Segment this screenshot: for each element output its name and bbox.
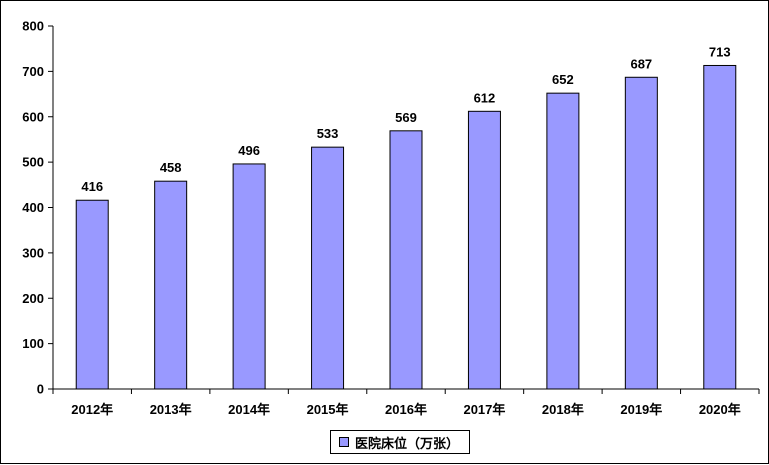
chart-axes: 0 100 200 300 400 500 600 700 800 2012年 2013年 2014年… (22, 19, 760, 417)
bar (624, 76, 658, 390)
data-label: 496 (238, 143, 260, 158)
y-tick-label: 300 (22, 245, 44, 260)
data-label: 713 (709, 44, 731, 59)
bar-series (75, 64, 737, 390)
data-label: 416 (81, 179, 103, 194)
data-label: 652 (552, 72, 574, 87)
data-label: 533 (317, 126, 339, 141)
x-tick-label: 2012年 (71, 402, 113, 417)
y-tick-label: 400 (22, 200, 44, 215)
data-label: 458 (160, 160, 182, 175)
bar (75, 199, 109, 390)
data-label: 569 (395, 110, 417, 125)
y-tick-label: 100 (22, 336, 44, 351)
bar (154, 180, 188, 390)
data-label: 612 (474, 90, 496, 105)
y-tick-label: 200 (22, 291, 44, 306)
bar (546, 92, 580, 390)
x-tick-label: 2017年 (463, 402, 505, 417)
x-tick-label: 2018年 (542, 402, 584, 417)
bar (311, 146, 345, 390)
x-tick-label: 2016年 (385, 402, 427, 417)
x-tick-label: 2019年 (620, 402, 662, 417)
y-tick-label: 0 (37, 382, 44, 397)
y-tick-label: 700 (22, 64, 44, 79)
data-label: 687 (630, 56, 652, 71)
legend-swatch (339, 437, 349, 447)
legend-label: 医院床位（万张） (355, 435, 460, 451)
bar (467, 110, 501, 390)
bar (703, 64, 737, 390)
x-tick-label: 2013年 (150, 402, 192, 417)
bar (232, 163, 266, 390)
y-tick-label: 500 (22, 155, 44, 170)
data-labels: 416 458 496 533 569 612 652 687 713 (81, 44, 730, 194)
bar (389, 130, 423, 390)
x-tick-label: 2020年 (699, 402, 741, 417)
x-tick-label: 2014年 (228, 402, 270, 417)
y-tick-label: 800 (22, 19, 44, 34)
chart-legend: 医院床位（万张） (330, 430, 471, 454)
x-tick-label: 2015年 (307, 402, 349, 417)
y-tick-label: 600 (22, 109, 44, 124)
